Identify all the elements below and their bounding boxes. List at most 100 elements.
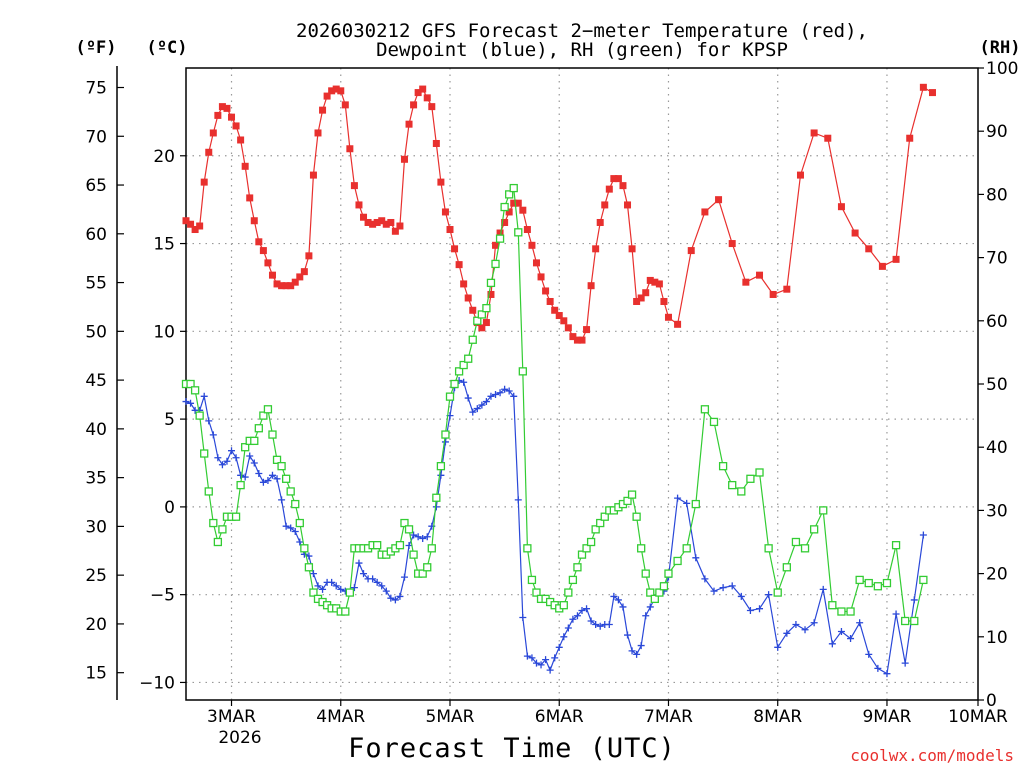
temperature-point [255,238,263,246]
temperature-point [928,89,936,97]
rh-point [664,569,673,578]
f-tick-label: 25 [85,566,107,586]
x-tick-label: 5MAR [426,707,475,727]
temperature-point [328,87,336,95]
dewpoint-point [214,454,222,462]
dewpoint-point [232,454,240,462]
plot-frame [185,67,979,701]
rh-point [500,202,509,212]
temperature-point [282,282,290,290]
dewpoint-point [551,654,559,662]
temperature-point [469,306,477,314]
f-tick-label: 75 [85,79,107,99]
temperature-point [601,201,609,209]
dewpoint-point [209,431,217,439]
temperature-point [378,217,386,225]
temperature-point [437,178,445,186]
dewpoint-point [319,585,327,593]
dewpoint-point [560,633,568,641]
temperature-point [642,289,650,297]
dewpoint-point [892,610,900,618]
dewpoint-point [578,606,586,614]
temperature-point [218,103,226,111]
temperature-point [191,226,199,234]
c-tick-label: 15 [153,235,175,255]
dewpoint-point [592,621,600,629]
temperature-point [510,199,518,207]
temperature-point [573,336,581,344]
dewpoint-point [337,585,345,593]
rh-tick-label: 10 [986,628,1008,648]
temperature-point [232,122,240,130]
temperature-point [478,324,486,332]
rh-point [436,462,446,471]
rh-point [345,588,355,597]
temperature-point [332,85,340,93]
temperature-point [382,220,390,228]
x-tick-label: 9MAR [862,707,911,727]
temperature-point [555,312,563,320]
dewpoint-point [464,394,472,402]
rh-point [582,544,591,553]
dewpoint-point [573,612,581,620]
temperature-point [519,206,527,214]
rh-point [637,544,646,553]
f-tick-label: 15 [85,664,107,684]
temperature-point [528,241,536,249]
temperature-point [728,240,736,248]
temperature-point [273,280,281,288]
rh-point [737,487,746,496]
rh-point [700,405,710,414]
rh-point [209,518,218,528]
rh-point [427,544,436,553]
temperature-point [505,208,513,216]
dewpoint-point [719,584,727,592]
temperature-point [355,201,363,209]
rh-point [231,512,241,521]
rh-point [910,616,919,626]
temperature-point [624,201,632,209]
temperature-point [810,129,818,137]
temperature-point [455,261,463,269]
dewpoint-point [246,452,254,460]
rh-point [277,462,286,471]
temperature-point [419,85,427,93]
rh-point [241,443,250,452]
temperature-point [451,245,459,253]
dewpoint-point [250,459,258,467]
dewpoint-point [901,659,909,667]
rh-tick-label: 90 [986,122,1008,142]
temperature-point [633,297,641,305]
rh-point [596,518,605,528]
rh-line [186,186,924,622]
rh-point [573,563,582,572]
temperature-point [319,106,327,114]
rh-point [819,506,828,515]
rh-tick-label: 100 [986,59,1018,79]
dewpoint-point [628,647,636,655]
rh-point [627,490,637,499]
rh-point [454,367,464,376]
dewpoint-point [555,643,563,651]
temperature-point [209,129,217,137]
rh-point [400,518,409,528]
rh-point [213,537,223,547]
rh-point [873,582,883,591]
dewpoint-point [492,391,500,399]
dewpoint-point [519,613,527,621]
temperature-point [373,218,381,226]
dewpoint-point [182,398,190,406]
rh-point [259,411,268,420]
rh-point [514,228,523,237]
dewpoint-point [414,533,422,541]
rh-unit-label: (RH) [980,38,1021,58]
rh-point [295,518,304,528]
rh-point [281,474,291,483]
temperature-point [364,218,372,226]
rh-tick-label: 80 [986,185,1008,205]
dewpoint-point [437,471,445,479]
temperature-point [492,241,500,249]
c-tick-label: −10 [139,673,175,693]
temperature-point [619,182,627,190]
dewpoint-point [546,666,554,674]
